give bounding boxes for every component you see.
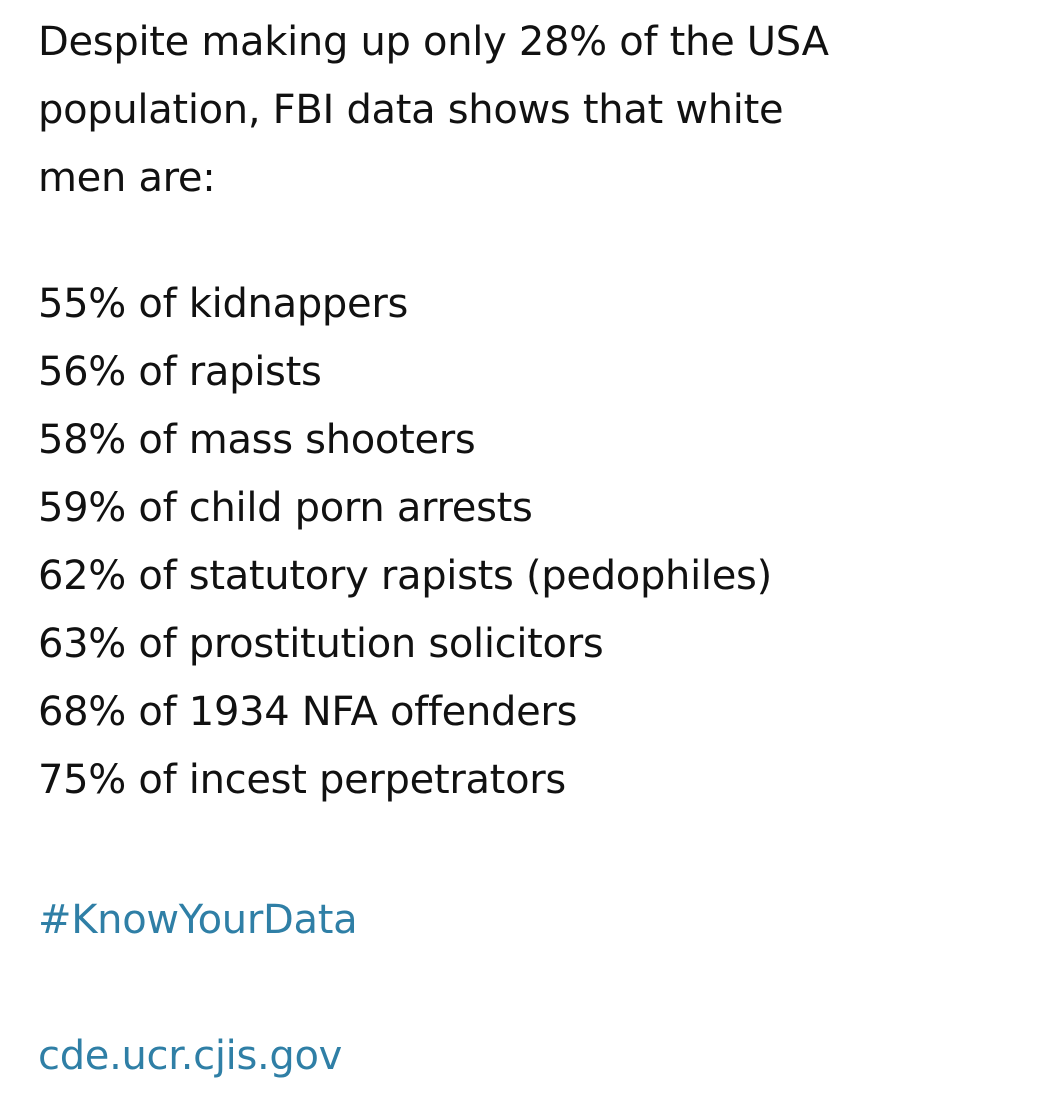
source-link[interactable]: cde.ucr.cjis.gov bbox=[38, 1033, 343, 1079]
stat-item: 56% of rapists bbox=[38, 349, 322, 395]
hashtag-link[interactable]: #KnowYourData bbox=[38, 897, 358, 943]
intro-line-2: population, FBI data shows that white bbox=[38, 87, 784, 133]
stat-item: 62% of statutory rapists (pedophiles) bbox=[38, 553, 772, 599]
intro-line-1: Despite making up only 28% of the USA bbox=[38, 19, 829, 65]
stat-item: 55% of kidnappers bbox=[38, 281, 408, 327]
post-body: Despite making up only 28% of the USA po… bbox=[38, 0, 1038, 1079]
stat-item: 68% of 1934 NFA offenders bbox=[38, 689, 578, 735]
stats-list: 55% of kidnappers 56% of rapists 58% of … bbox=[38, 270, 772, 814]
post-intro: Despite making up only 28% of the USA po… bbox=[38, 0, 1038, 212]
stat-item: 58% of mass shooters bbox=[38, 417, 476, 463]
intro-line-3: men are: bbox=[38, 155, 216, 201]
stat-item: 75% of incest perpetrators bbox=[38, 757, 566, 803]
stat-item: 59% of child porn arrests bbox=[38, 485, 533, 531]
stat-item: 63% of prostitution solicitors bbox=[38, 621, 604, 667]
